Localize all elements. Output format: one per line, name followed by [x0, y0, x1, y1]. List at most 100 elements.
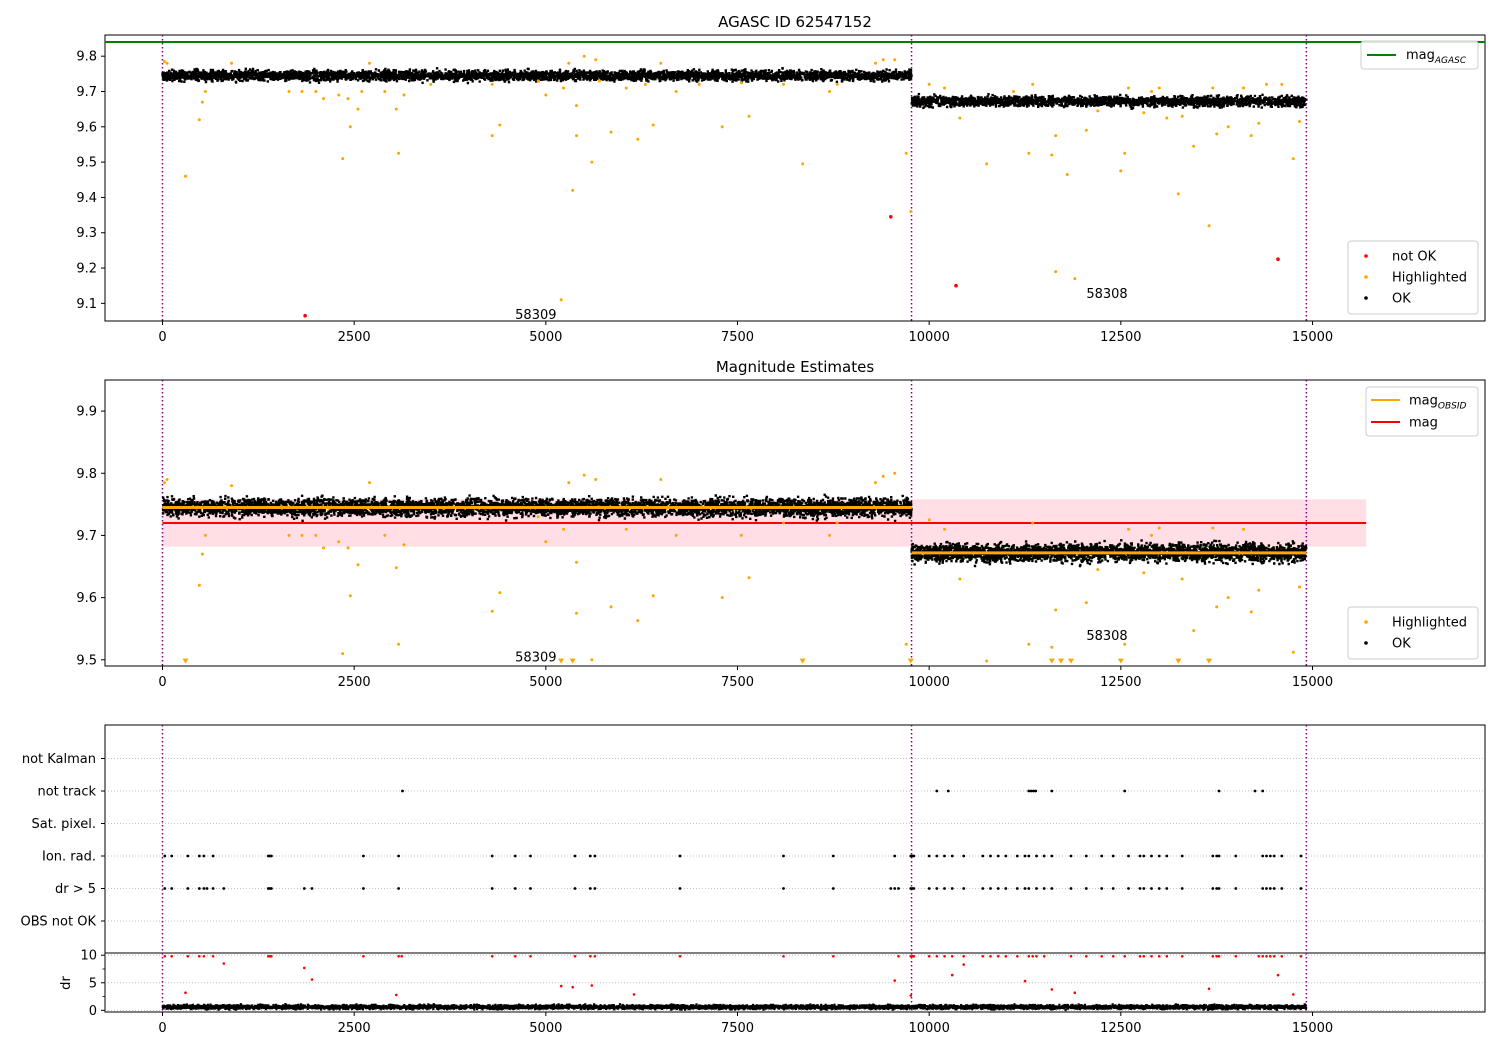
p4-dr-flagged-point: [1073, 991, 1077, 994]
p1-highlighted-point: [1142, 111, 1146, 115]
p4-dr-flagged-point: [310, 978, 314, 981]
p2-highlighted-point: [594, 478, 598, 481]
p3-flag-point: [1180, 887, 1184, 890]
p3-flag-point: [1004, 854, 1008, 858]
p2-highlighted-point: [1215, 605, 1219, 609]
p2-highlighted-point: [1031, 521, 1035, 525]
p4-dr-flagged-point: [950, 955, 954, 958]
p3-flag-point: [946, 789, 950, 793]
p4-dr-flagged-point: [490, 955, 494, 958]
p3-flag-point: [197, 854, 201, 858]
p3-flag-point: [1280, 854, 1284, 858]
p2-highlighted-point: [397, 642, 401, 646]
p3-flag-point: [1069, 887, 1073, 890]
p1-highlighted-point: [1280, 82, 1284, 86]
p3-flag-point: [490, 854, 494, 858]
p1-highlighted-point: [490, 134, 494, 138]
p3-flag-point: [302, 887, 306, 890]
p2-highlighted-point: [1084, 601, 1088, 605]
p1-highlighted-point: [747, 114, 751, 118]
p1-highlighted-point: [904, 151, 908, 155]
p3-flag-point: [1165, 854, 1169, 858]
p1-highlighted-point: [360, 90, 364, 93]
p2-highlighted-point: [1027, 642, 1031, 646]
p3-category-label: dr > 5: [55, 882, 96, 897]
p3-flag-point: [1217, 887, 1221, 890]
p1-x-tick-label: 5000: [529, 330, 562, 345]
p4-dr-flagged-point: [1299, 955, 1303, 958]
p2-highlighted-point: [575, 611, 578, 615]
p1-highlighted-point: [985, 162, 989, 166]
p2-lower-limit-marker: [1175, 658, 1182, 664]
p1-highlighted-point: [348, 125, 352, 129]
p4-dr-flagged-point: [1050, 988, 1054, 991]
p1-highlighted-point: [314, 90, 318, 93]
p2-highlighted-point: [828, 533, 831, 537]
p2-highlighted-point: [985, 659, 989, 663]
p2-legend-label: mag: [1409, 416, 1438, 431]
p1-highlighted-point: [943, 86, 946, 90]
p4-dr-flagged-point: [573, 955, 577, 958]
p2-lower-limit-marker: [1048, 658, 1055, 664]
p2-lower-limit-marker: [569, 658, 576, 664]
p2-highlighted-point: [590, 658, 594, 662]
p3-flag-point: [1265, 854, 1268, 858]
p2-highlighted-point: [300, 533, 304, 537]
p4-dr-flagged-point: [678, 955, 682, 958]
p4-dr-flagged-point: [943, 955, 946, 958]
p1-obsid-label: 58308: [1086, 287, 1127, 302]
p4-dr-flagged-point: [1004, 955, 1008, 958]
p1-y-tick-label: 9.5: [76, 156, 97, 171]
p1-frame: [104, 34, 1486, 322]
p3-flag-point: [588, 854, 592, 858]
p4-dr-flagged-point: [170, 955, 173, 958]
p2-highlighted-point: [943, 527, 946, 531]
p1-highlighted-point: [368, 61, 371, 65]
p3-flag-point: [1253, 789, 1257, 793]
p3-flag-point: [529, 854, 532, 858]
p3-flag-point: [1111, 887, 1115, 890]
p1-highlighted-point: [835, 82, 839, 86]
p4-x-tick-label: 7500: [721, 1021, 754, 1036]
p4-dr-flagged-point: [1042, 955, 1046, 958]
p4-x-tick-label: 15000: [1292, 1021, 1333, 1036]
p4-dr-flagged-point: [1138, 955, 1142, 958]
p3-category-label: Sat. pixel.: [32, 817, 96, 832]
p2-obsid-label: 58309: [515, 651, 556, 666]
p2-lower-limit-marker: [799, 658, 806, 664]
p2-highlighted-point: [314, 533, 318, 537]
p1-legend-bottom-label: OK: [1392, 292, 1411, 307]
p3-flag-point: [1261, 887, 1265, 890]
p4-dr-flagged-point: [950, 973, 954, 977]
p1-highlighted-point: [636, 137, 640, 141]
p3-flag-point: [950, 887, 954, 890]
p3-flag-point: [1215, 854, 1219, 858]
p1-highlighted-point: [1054, 270, 1058, 274]
p3-flag-point: [950, 854, 954, 858]
p3-flag-point: [1280, 887, 1284, 890]
p4-dr-flagged-point: [198, 955, 201, 958]
p1-highlighted-point: [559, 298, 563, 302]
p2-highlighted-point: [609, 605, 613, 609]
p3-flag-point: [1127, 854, 1130, 858]
p2-highlighted-point: [490, 609, 494, 613]
p2-highlighted-point: [165, 478, 169, 481]
p3-flag-point: [935, 887, 939, 890]
p2-highlighted-point: [1249, 610, 1253, 614]
p4-dr-flagged-point: [1069, 955, 1073, 958]
p4-dr-flagged-point: [529, 955, 532, 958]
p1-highlighted-point: [1291, 157, 1295, 161]
p2-lower-limit-marker: [907, 658, 914, 664]
p3-flag-point: [1032, 789, 1035, 793]
p1-highlighted-point: [337, 93, 341, 97]
p4-dr-flagged-point: [897, 955, 900, 958]
p1-highlighted-point: [287, 90, 291, 93]
p1-legend-bottom-marker: [1364, 275, 1368, 279]
p1-highlighted-point: [1242, 86, 1245, 90]
p2-highlighted-point: [356, 563, 360, 567]
p4-dr-flagged-point: [395, 993, 398, 997]
figure-title: AGASC ID 62547152: [718, 13, 872, 31]
p1-legend-bottom-marker: [1364, 254, 1368, 258]
p1-highlighted-point: [1127, 86, 1130, 90]
p4-dr-flagged-point: [1261, 955, 1264, 958]
